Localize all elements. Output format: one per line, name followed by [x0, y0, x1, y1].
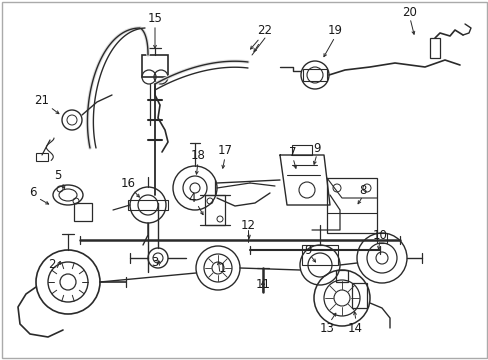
Text: 10: 10	[372, 229, 386, 242]
Bar	[326, 178, 376, 233]
Text: 16: 16	[120, 176, 135, 189]
Text: 8: 8	[359, 184, 366, 197]
Text: 6: 6	[29, 185, 37, 198]
Text: 22: 22	[257, 23, 272, 36]
Bar	[376, 233, 386, 243]
Text: 13: 13	[319, 321, 334, 334]
Bar	[128, 200, 168, 210]
Text: 21: 21	[35, 94, 49, 107]
Text: 4: 4	[188, 192, 195, 204]
Text: 12: 12	[240, 219, 255, 231]
Text: 18: 18	[190, 149, 205, 162]
Text: 5: 5	[54, 168, 61, 181]
Text: 19: 19	[327, 23, 342, 36]
Bar	[74, 203, 92, 221]
Text: 9: 9	[313, 141, 320, 154]
Text: 17: 17	[217, 144, 232, 157]
Text: 15: 15	[147, 12, 162, 24]
Bar	[142, 55, 168, 77]
Bar	[291, 145, 311, 155]
Text: 2: 2	[48, 258, 56, 271]
Bar	[36, 153, 48, 161]
Bar	[302, 245, 337, 265]
Text: 11: 11	[255, 279, 270, 292]
Bar	[429, 38, 439, 58]
Text: 20: 20	[402, 5, 417, 18]
Text: 9: 9	[304, 243, 311, 257]
Text: 3: 3	[151, 256, 159, 269]
Bar	[351, 283, 366, 308]
Bar	[303, 69, 326, 81]
Bar	[335, 270, 347, 282]
Text: 1: 1	[218, 261, 225, 274]
Bar	[204, 195, 224, 225]
Text: 14: 14	[347, 321, 362, 334]
Text: 7: 7	[289, 145, 296, 158]
